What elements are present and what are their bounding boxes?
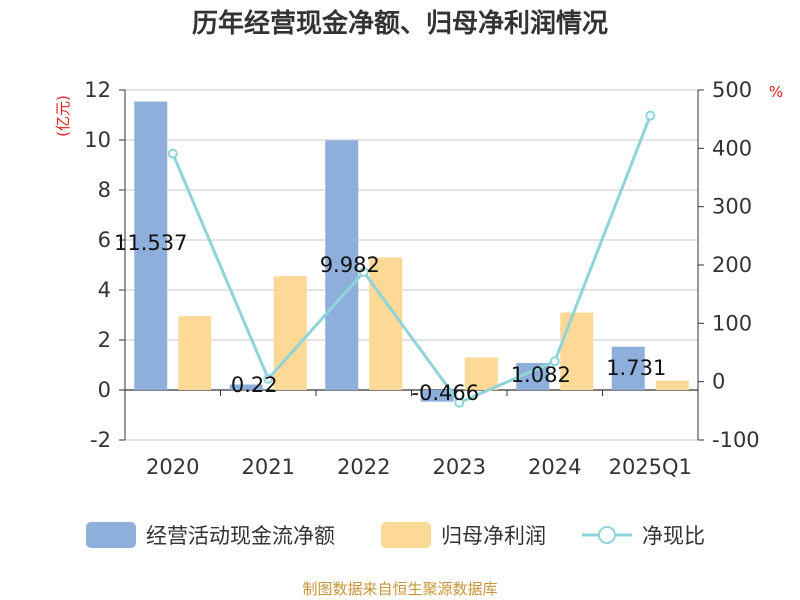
x-tick-label: 2020 — [146, 455, 199, 479]
cashflow-data-label: -0.466 — [411, 381, 479, 405]
x-tick-label: 2022 — [337, 455, 390, 479]
chart-title: 历年经营现金净额、归母净利润情况 — [192, 8, 608, 39]
left-axis-unit: (亿元) — [54, 95, 72, 137]
right-tick-label: 100 — [712, 311, 752, 335]
data-labels: 11.537 0.22 9.982 -0.466 1.082 1.731 — [114, 231, 666, 405]
right-axis-unit: % — [769, 83, 783, 101]
legend-label-profit: 归母净利润 — [441, 524, 546, 548]
ratio-point — [167, 148, 178, 159]
source-note: 制图数据来自恒生聚源数据库 — [302, 580, 497, 598]
legend: 经营活动现金流净额 归母净利润 净现比 — [86, 522, 705, 548]
profit-bar — [560, 312, 594, 390]
left-tick-label: -2 — [90, 428, 111, 452]
legend-swatch-profit — [381, 522, 431, 548]
ratio-point — [263, 373, 274, 384]
cashflow-data-label: 11.537 — [114, 231, 187, 255]
left-tick-label: 4 — [98, 278, 111, 302]
ratio-point — [454, 397, 465, 408]
right-tick-label: 300 — [712, 195, 752, 219]
left-tick-label: 2 — [98, 328, 111, 352]
left-tick-label: 0 — [98, 378, 111, 402]
cashflow-data-label: 1.082 — [511, 363, 571, 387]
left-tick-label: 8 — [98, 178, 111, 202]
cashflow-bar — [325, 140, 359, 390]
right-tick-label: 0 — [712, 370, 725, 394]
gridlines — [125, 89, 698, 441]
cashflow-data-label: 9.982 — [320, 253, 380, 277]
cashflow-bar — [611, 346, 645, 390]
axes: -2 0 2 4 6 8 10 12 -100 0 100 200 300 400 500 2020 2021 2… — [84, 78, 759, 479]
left-tick-label: 12 — [84, 78, 111, 102]
legend-label-ratio: 净现比 — [642, 524, 705, 548]
right-tick-label: 400 — [712, 136, 752, 160]
ratio-line-path — [171, 115, 652, 405]
legend-label-cashflow: 经营活动现金流净额 — [146, 524, 335, 548]
x-tick-label: 2025Q1 — [609, 455, 692, 479]
x-tick-label: 2023 — [433, 455, 486, 479]
profit-bar — [273, 276, 307, 390]
x-tick-label: 2021 — [242, 455, 295, 479]
right-tick-label: -100 — [712, 428, 760, 452]
cashflow-bar — [420, 390, 454, 402]
cashflow-bar — [134, 101, 168, 390]
legend-swatch-cashflow — [86, 522, 136, 548]
ratio-point — [358, 267, 369, 277]
right-tick-label: 500 — [712, 78, 752, 102]
left-tick-label: 6 — [98, 228, 111, 252]
profit-bar — [178, 316, 212, 390]
cashflow-data-label: 0.22 — [231, 373, 278, 397]
ratio-line — [167, 110, 656, 408]
bars — [134, 101, 689, 402]
cashflow-bar — [229, 384, 263, 390]
legend-marker-ratio — [598, 526, 616, 544]
cashflow-data-label: 1.731 — [606, 356, 666, 380]
ratio-point — [645, 110, 656, 121]
profit-bar — [464, 357, 498, 390]
right-tick-label: 200 — [712, 253, 752, 277]
ratio-point — [549, 356, 560, 367]
profit-bar — [655, 380, 689, 390]
profit-bar — [369, 257, 403, 390]
x-tick-label: 2024 — [528, 455, 581, 479]
left-tick-label: 10 — [84, 128, 111, 152]
